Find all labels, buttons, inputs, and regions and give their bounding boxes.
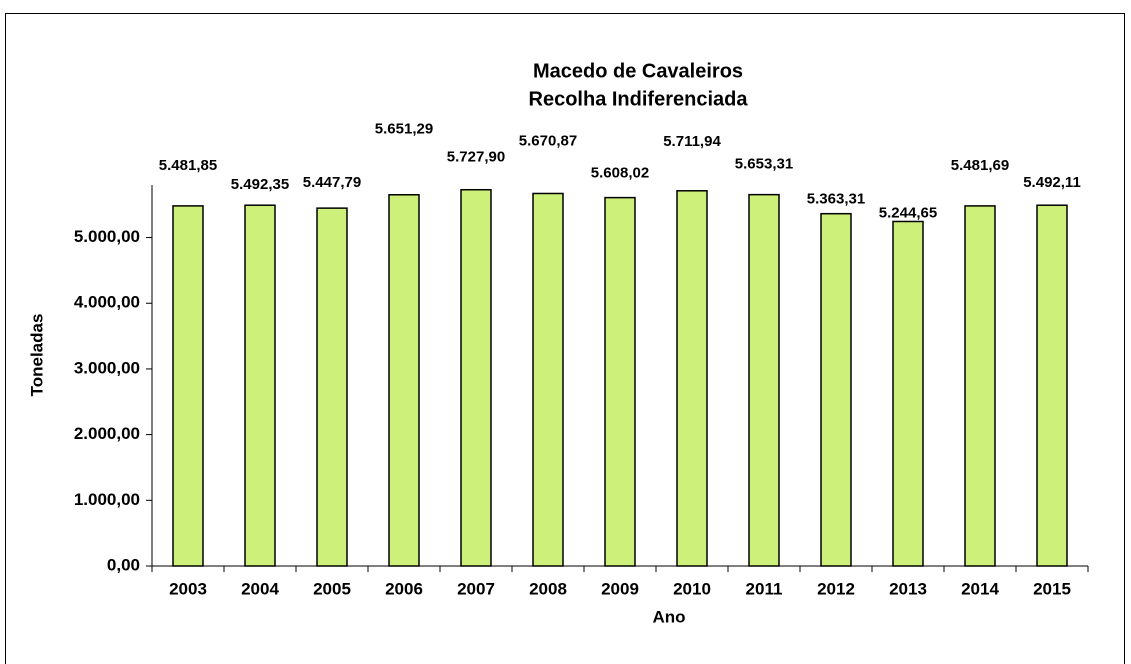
x-tick-label: 2003 <box>169 579 207 598</box>
bar <box>244 204 276 567</box>
data-label: 5.492,11 <box>1023 174 1081 191</box>
y-tick-label: 4.000,00 <box>74 293 140 312</box>
bar <box>676 190 708 567</box>
x-tick-label: 2015 <box>1033 579 1071 598</box>
data-label: 5.711,94 <box>663 133 721 150</box>
chart-title: Macedo de Cavaleiros <box>533 60 743 82</box>
x-tick-label: 2005 <box>313 579 351 598</box>
data-label: 5.727,90 <box>447 149 505 166</box>
chart-subtitle: Recolha Indiferenciada <box>529 88 749 110</box>
data-label: 5.481,85 <box>159 157 217 174</box>
data-label: 5.244,65 <box>879 204 937 221</box>
bar <box>604 196 636 567</box>
bar <box>388 194 420 567</box>
bar <box>532 192 564 567</box>
x-tick-label: 2014 <box>961 579 999 598</box>
y-tick-label: 1.000,00 <box>74 490 140 509</box>
y-tick-label: 5.000,00 <box>74 227 140 246</box>
x-tick-label: 2011 <box>746 579 783 598</box>
x-tick-label: 2006 <box>385 579 423 598</box>
y-tick-label: 0,00 <box>107 555 140 574</box>
bar <box>1036 204 1068 567</box>
x-tick-label: 2013 <box>889 579 927 598</box>
data-label: 5.447,79 <box>303 174 361 191</box>
data-label: 5.363,31 <box>807 191 865 208</box>
x-tick-label: 2009 <box>601 579 639 598</box>
x-tick-label: 2010 <box>673 579 711 598</box>
data-label: 5.653,31 <box>735 156 793 173</box>
data-label: 5.492,35 <box>231 176 289 193</box>
data-label: 5.481,69 <box>951 157 1009 174</box>
bar <box>460 188 492 567</box>
bar <box>964 205 996 567</box>
y-tick-label: 3.000,00 <box>74 358 140 377</box>
bar <box>748 193 780 567</box>
x-tick-label: 2012 <box>817 579 855 598</box>
y-tick-label: 2.000,00 <box>74 424 140 443</box>
y-axis-label: Toneladas <box>27 314 46 397</box>
bar <box>172 205 204 567</box>
data-label: 5.670,87 <box>519 132 577 149</box>
data-label: 5.651,29 <box>375 121 433 138</box>
x-tick-label: 2004 <box>241 579 279 598</box>
bar <box>316 207 348 567</box>
bar <box>892 220 924 567</box>
x-tick-label: 2008 <box>529 579 567 598</box>
x-axis-label: Ano <box>652 607 685 626</box>
x-tick-label: 2007 <box>457 579 495 598</box>
data-label: 5.608,02 <box>591 165 649 182</box>
bar <box>820 212 852 567</box>
